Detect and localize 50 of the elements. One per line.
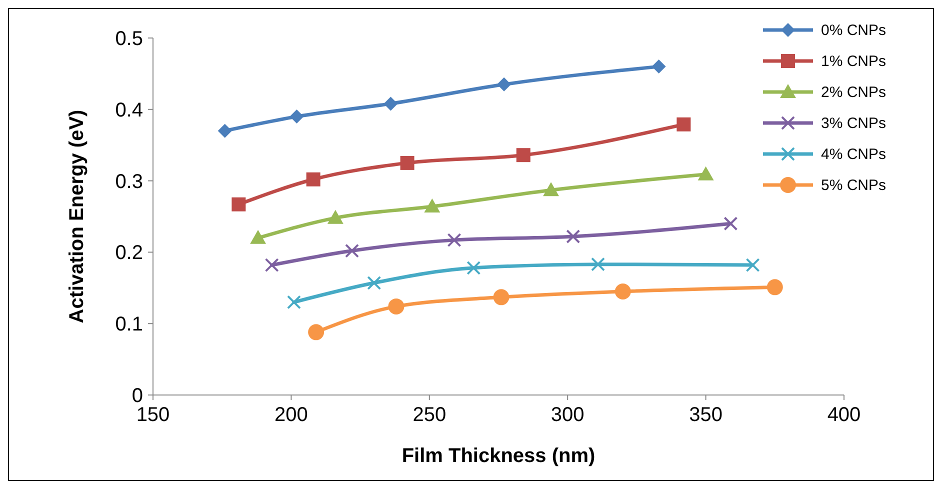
point [232, 197, 246, 212]
y-tick-label: 0.3 [115, 170, 143, 193]
point [290, 110, 304, 124]
x-tick-label: 250 [412, 404, 446, 426]
point [218, 124, 232, 138]
x-tick-label: 200 [274, 404, 308, 426]
point [345, 244, 360, 258]
point [400, 156, 414, 170]
y-tick-label: 0.2 [115, 242, 143, 264]
point [447, 233, 462, 248]
point [306, 172, 320, 186]
point [497, 77, 512, 92]
y-axis-title: Activation Energy (eV) [66, 110, 88, 324]
point [286, 295, 301, 310]
legend-label: 3% CNPs [821, 115, 886, 132]
point [591, 257, 606, 272]
point [308, 324, 324, 340]
point [614, 283, 631, 300]
point [766, 279, 783, 296]
y-tick-label: 0.4 [115, 99, 143, 122]
point [424, 198, 440, 213]
x-tick-label: 150 [136, 404, 170, 426]
x-tick-label: 350 [689, 404, 722, 426]
legend-label: 4% CNPs [821, 146, 886, 163]
point [250, 230, 266, 244]
point [388, 298, 404, 314]
point [327, 210, 344, 224]
point [493, 289, 510, 306]
legend-label: 1% CNPs [821, 53, 886, 70]
point [516, 148, 530, 162]
legend-label: 5% CNPs [821, 177, 886, 194]
point [652, 60, 666, 74]
point [698, 166, 714, 180]
y-tick-label: 0 [132, 385, 143, 407]
point [676, 117, 691, 132]
point [746, 258, 760, 272]
y-tick-label: 0.5 [115, 28, 143, 50]
point [466, 260, 481, 275]
x-tick-label: 400 [827, 404, 861, 426]
y-tick-label: 0.1 [115, 314, 143, 336]
point [724, 216, 738, 231]
x-tick-label: 300 [550, 404, 584, 426]
point [264, 258, 279, 272]
point [367, 276, 382, 290]
legend-label: 0% CNPs [821, 22, 886, 39]
point [384, 96, 398, 111]
x-axis-title: Film Thickness (nm) [402, 445, 596, 467]
point [543, 182, 560, 196]
point [566, 229, 580, 244]
legend-label: 2% CNPs [821, 84, 886, 101]
